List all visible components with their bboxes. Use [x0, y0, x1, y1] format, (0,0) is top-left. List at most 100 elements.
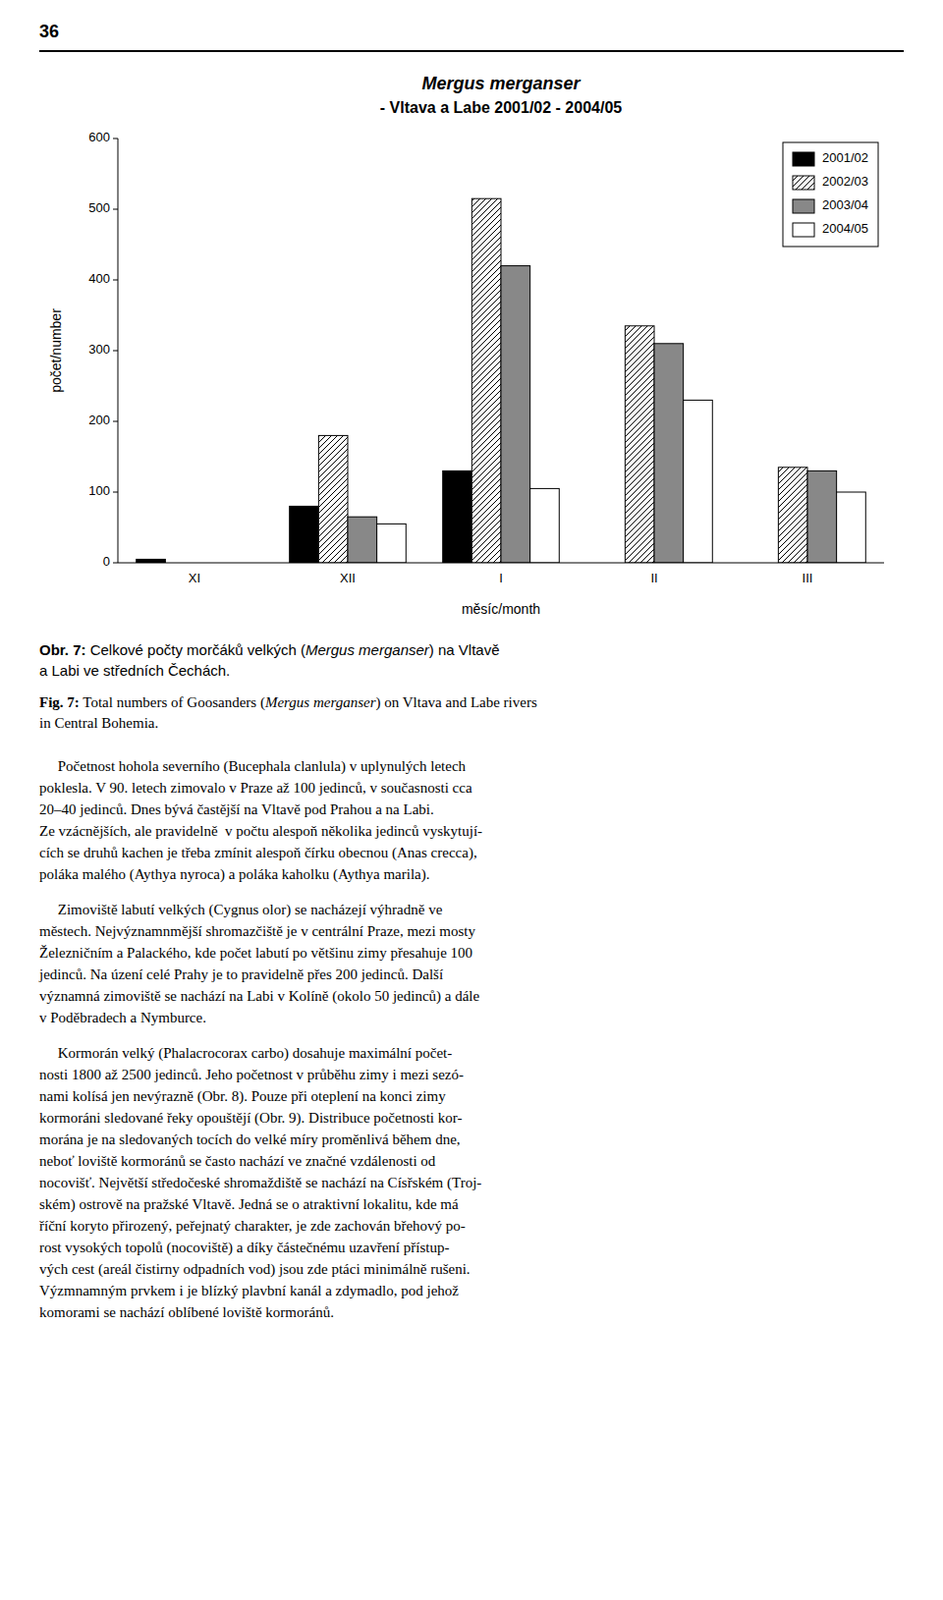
body-line: Železničním a Palackého, kde počet labut… — [39, 942, 904, 964]
bar — [377, 523, 407, 563]
bar — [683, 399, 714, 563]
x-axis-line — [117, 562, 885, 564]
y-tick-label: 500 — [88, 200, 111, 216]
x-axis-label: měsíc/month — [461, 601, 541, 617]
y-tick — [112, 562, 118, 564]
y-axis-label: počet/number — [48, 308, 64, 393]
legend-label: 2001/02 — [822, 150, 869, 166]
bar — [807, 470, 837, 563]
caption-label: Fig. 7: — [39, 694, 80, 711]
body-line: poláka malého (Aythya nyroca) a poláka k… — [39, 863, 904, 886]
legend-swatch — [792, 222, 815, 237]
legend-label: 2003/04 — [822, 197, 869, 213]
bar — [836, 492, 867, 563]
body-line: cích se druhů kachen je třeba zmínit ale… — [39, 841, 904, 864]
caption-text: Total numbers of Goosanders ( — [82, 694, 266, 711]
paragraph: Kormorán velký (Phalacrocorax carbo) dos… — [39, 1042, 904, 1324]
legend-swatch — [792, 175, 815, 190]
body-line: morána je na sledovaných tocích do velké… — [39, 1128, 904, 1151]
bar — [318, 435, 348, 563]
body-line: poklesla. V 90. letech zimovalo v Praze … — [39, 776, 904, 799]
paragraph: Zimoviště labutí velkých (Cygnus olor) s… — [39, 898, 904, 1029]
bar — [471, 198, 501, 563]
y-tick — [112, 279, 118, 281]
bar — [624, 326, 655, 563]
legend-swatch — [792, 199, 815, 214]
body-line: říční koryto přirozený, peřejnatý charak… — [39, 1215, 904, 1237]
paragraph: Početnost hohola severního (Bucephala cl… — [39, 755, 904, 886]
caption-text: a Labi ve středních Čechách. — [39, 662, 230, 679]
body-line: nocovišť. Největší středočeské shromaždi… — [39, 1171, 904, 1194]
bar — [530, 488, 560, 563]
legend: 2001/02 2002/03 2003/04 2004/05 — [782, 142, 879, 247]
body-line: Ze vzácnějších, ale pravidelně v počtu a… — [39, 820, 904, 842]
caption: Fig. 7: Total numbers of Goosanders (Mer… — [39, 692, 904, 734]
chart-subtitle: - Vltava a Labe 2001/02 - 2004/05 — [380, 99, 622, 116]
body-line: ském) ostrově na pražské Vltavě. Jedná s… — [39, 1193, 904, 1216]
bars — [136, 198, 867, 563]
body-line: jedinců. Na úzení celé Prahy je to pravi… — [39, 963, 904, 986]
legend-label: 2002/03 — [822, 173, 869, 189]
body-line: Výzmnamným prvkem i je blízký plavbní ka… — [39, 1279, 904, 1302]
caption: Obr. 7: Celkové počty morčáků velkých (M… — [39, 639, 904, 681]
caption-text: ) na Vltavě — [429, 641, 500, 659]
caption-line: Obr. 7: Celkové počty morčáků velkých (M… — [39, 639, 904, 661]
body-line: vých cest (areál čistirny odpadních vod)… — [39, 1258, 904, 1280]
body-line: komorami se nachází oblíbené loviště kor… — [39, 1301, 904, 1324]
bar — [289, 505, 320, 563]
y-tick — [112, 492, 118, 494]
caption-line: Fig. 7: Total numbers of Goosanders (Mer… — [39, 692, 904, 714]
caption-text: Celkové počty morčáků velkých ( — [90, 641, 306, 659]
legend-swatch — [792, 152, 815, 167]
bar — [500, 266, 531, 563]
bar — [136, 558, 167, 563]
caption-text: Mergus merganser — [265, 694, 377, 711]
body-text: Početnost hohola severního (Bucephala cl… — [39, 755, 904, 1324]
caption-line: in Central Bohemia. — [39, 713, 904, 734]
axes: 0100200300400500600XIXIIIIIIII — [88, 129, 885, 586]
bar — [347, 516, 378, 563]
x-tick-label: XII — [339, 570, 356, 586]
body-line: významná zimoviště se nachází na Labi v … — [39, 985, 904, 1007]
body-line: nami kolísá jen nevýrazně (Obr. 8). Pouz… — [39, 1085, 904, 1108]
header-rule — [39, 50, 904, 53]
body-line: Početnost hohola severního (Bucephala cl… — [39, 755, 904, 777]
x-tick-label: XI — [188, 570, 201, 586]
bar — [654, 343, 684, 563]
y-tick — [112, 138, 118, 140]
bar — [443, 470, 473, 563]
caption-text: in Central Bohemia. — [39, 715, 159, 731]
y-tick-label: 300 — [88, 341, 111, 357]
captions: Obr. 7: Celkové počty morčáků velkých (M… — [39, 639, 904, 734]
legend-box — [782, 142, 879, 247]
body-line: kormoráni sledované řeky opouštějí (Obr.… — [39, 1107, 904, 1129]
y-tick — [112, 421, 118, 423]
y-tick-label: 0 — [103, 554, 111, 569]
chart-title: Mergus merganser — [421, 73, 581, 94]
y-tick-label: 400 — [88, 271, 111, 286]
y-tick-label: 200 — [88, 412, 111, 428]
body-line: městech. Nejvýznamnmější shromazčiště je… — [39, 920, 904, 943]
legend-label: 2004/05 — [822, 221, 869, 236]
body-line: Kormorán velký (Phalacrocorax carbo) dos… — [39, 1042, 904, 1064]
body-line: rost vysokých topolů (nocoviště) a díky … — [39, 1236, 904, 1259]
bar — [777, 467, 808, 563]
x-tick-label: III — [802, 570, 814, 586]
y-tick — [112, 209, 118, 211]
y-tick-label: 600 — [88, 129, 111, 145]
caption-line: a Labi ve středních Čechách. — [39, 660, 904, 681]
y-tick — [112, 350, 118, 352]
caption-label: Obr. 7: — [39, 641, 87, 659]
y-tick-label: 100 — [88, 483, 111, 499]
chart: 0100200300400500600XIXIIIIIIIIměsíc/mont… — [39, 61, 904, 632]
body-line: Zimoviště labutí velkých (Cygnus olor) s… — [39, 898, 904, 921]
x-tick-label: I — [499, 570, 503, 586]
body-line: v Poděbradech a Nymburce. — [39, 1006, 904, 1029]
caption-text: Mergus merganser — [305, 641, 430, 659]
body-line: 20–40 jedinců. Dnes bývá častější na Vlt… — [39, 798, 904, 821]
x-tick-label: II — [650, 570, 658, 586]
body-line: neboť loviště kormoránů se často nachází… — [39, 1150, 904, 1172]
body-line: nosti 1800 až 2500 jedinců. Jeho početno… — [39, 1063, 904, 1086]
page: 360100200300400500600XIXIIIIIIIIměsíc/mo… — [39, 0, 904, 1324]
page-number: 36 — [39, 0, 904, 43]
